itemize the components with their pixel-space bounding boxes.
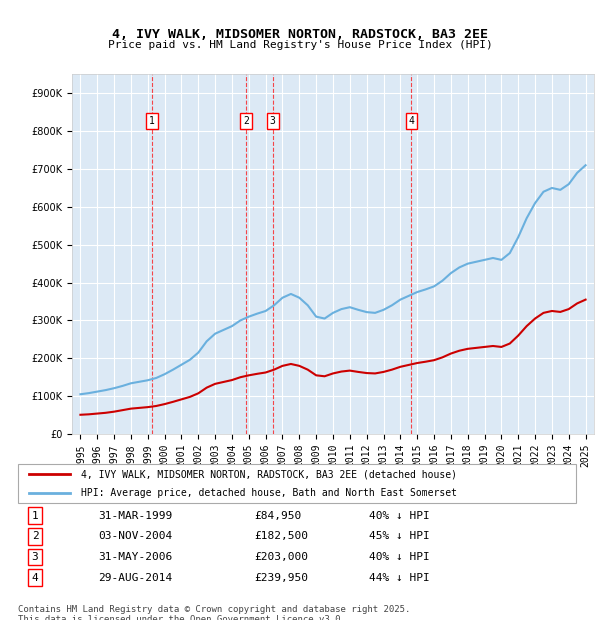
Text: £239,950: £239,950 <box>254 573 308 583</box>
Text: 29-AUG-2014: 29-AUG-2014 <box>98 573 173 583</box>
Text: 03-NOV-2004: 03-NOV-2004 <box>98 531 173 541</box>
Text: Price paid vs. HM Land Registry's House Price Index (HPI): Price paid vs. HM Land Registry's House … <box>107 40 493 50</box>
Text: Contains HM Land Registry data © Crown copyright and database right 2025.
This d: Contains HM Land Registry data © Crown c… <box>18 604 410 620</box>
Text: 4, IVY WALK, MIDSOMER NORTON, RADSTOCK, BA3 2EE: 4, IVY WALK, MIDSOMER NORTON, RADSTOCK, … <box>112 28 488 41</box>
Text: HPI: Average price, detached house, Bath and North East Somerset: HPI: Average price, detached house, Bath… <box>81 488 457 498</box>
Text: 1: 1 <box>149 116 155 126</box>
Text: 1: 1 <box>32 511 38 521</box>
Text: 4: 4 <box>32 573 38 583</box>
Text: £182,500: £182,500 <box>254 531 308 541</box>
Text: £84,950: £84,950 <box>254 511 301 521</box>
Text: 2: 2 <box>32 531 38 541</box>
Text: 31-MAR-1999: 31-MAR-1999 <box>98 511 173 521</box>
Text: 44% ↓ HPI: 44% ↓ HPI <box>369 573 430 583</box>
Text: £203,000: £203,000 <box>254 552 308 562</box>
Text: 4, IVY WALK, MIDSOMER NORTON, RADSTOCK, BA3 2EE (detached house): 4, IVY WALK, MIDSOMER NORTON, RADSTOCK, … <box>81 469 457 479</box>
Text: 2: 2 <box>243 116 249 126</box>
FancyBboxPatch shape <box>18 464 577 503</box>
Text: 3: 3 <box>270 116 275 126</box>
Text: 45% ↓ HPI: 45% ↓ HPI <box>369 531 430 541</box>
Text: 40% ↓ HPI: 40% ↓ HPI <box>369 511 430 521</box>
Text: 31-MAY-2006: 31-MAY-2006 <box>98 552 173 562</box>
Text: 4: 4 <box>409 116 415 126</box>
Text: 40% ↓ HPI: 40% ↓ HPI <box>369 552 430 562</box>
Text: 3: 3 <box>32 552 38 562</box>
